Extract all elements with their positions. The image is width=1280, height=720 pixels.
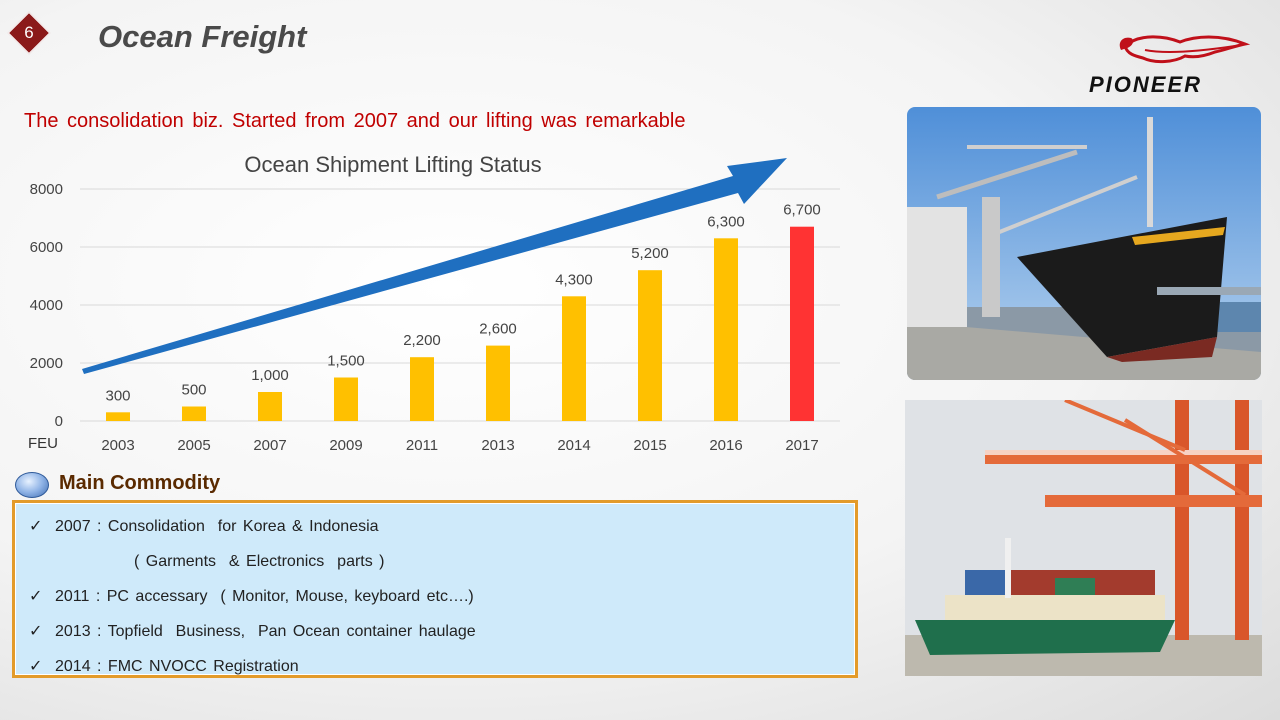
commodity-item-text: 2011 : PC accessary ( Monitor, Mouse, ke…	[55, 588, 474, 605]
commodity-box: ✓ 2007 : Consolidation for Korea & Indone…	[12, 500, 858, 678]
commodity-list: ✓ 2007 : Consolidation for Korea & Indone…	[15, 503, 855, 684]
checkmark-icon: ✓	[29, 588, 43, 605]
y-tick-label: 2000	[30, 355, 63, 372]
data-label-2009: 1,500	[327, 353, 365, 370]
y-tick-label: 4000	[30, 297, 63, 314]
list-item: ( Garments & Electronics parts )	[29, 544, 855, 579]
bar-2005	[182, 406, 206, 421]
pioneer-logo: PIONEER	[1089, 35, 1251, 97]
main-commodity-heading: Main Commodity	[59, 472, 221, 494]
section-bullet-icon	[15, 472, 49, 498]
checkmark-icon: ✓	[29, 658, 43, 675]
data-label-2007: 1,000	[251, 367, 289, 384]
commodity-item-text: 2013 : Topfield Business, Pan Ocean cont…	[55, 623, 476, 640]
y-tick-label: 8000	[30, 181, 63, 198]
commodity-item-text: ( Garments & Electronics parts )	[134, 553, 385, 570]
x-tick-label: 2016	[709, 437, 742, 454]
y-tick-label: 0	[55, 413, 63, 430]
chart-title: Ocean Shipment Lifting Status	[244, 152, 541, 177]
data-label-2011: 2,200	[403, 332, 441, 349]
list-item: ✓ 2007 : Consolidation for Korea & Indone…	[29, 509, 855, 544]
bar-2007	[258, 392, 282, 421]
x-tick-label: 2009	[329, 437, 362, 454]
x-tick-label: 2003	[101, 437, 134, 454]
data-label-2013: 2,600	[479, 321, 517, 338]
bar-2015	[638, 270, 662, 421]
x-tick-label: 2015	[633, 437, 666, 454]
data-label-2015: 5,200	[631, 245, 669, 262]
x-tick-label: 2014	[557, 437, 590, 454]
bar-2009	[334, 377, 358, 421]
bar-2013	[486, 345, 510, 421]
data-label-2014: 4,300	[555, 271, 593, 288]
container-port-photo	[905, 400, 1262, 676]
data-label-2003: 300	[105, 387, 130, 404]
bar-2011	[410, 357, 434, 421]
x-tick-label: 2007	[253, 437, 286, 454]
page-title: Ocean Freight	[98, 19, 307, 54]
bar-2017	[790, 226, 814, 421]
bar-2016	[714, 238, 738, 421]
subtitle: The consolidation biz. Started from 2007…	[24, 110, 686, 132]
cargo-ship-photo	[907, 107, 1261, 380]
list-item: ✓ 2011 : PC accessary ( Monitor, Mouse, k…	[29, 579, 855, 614]
checkmark-icon: ✓	[29, 623, 43, 640]
list-item: ✓ 2013 : Topfield Business, Pan Ocean con…	[29, 614, 855, 649]
slide-number: 6	[24, 23, 34, 42]
y-tick-label: 6000	[30, 239, 63, 256]
data-label-2016: 6,300	[707, 213, 745, 230]
x-tick-label: 2013	[481, 437, 514, 454]
commodity-item-text: 2014 : FMC NVOCC Registration	[55, 658, 299, 675]
data-label-2005: 500	[181, 382, 206, 399]
list-item: ✓ 2014 : FMC NVOCC Registration	[29, 649, 855, 684]
x-tick-label: 2011	[406, 437, 438, 454]
bar-2014	[562, 296, 586, 421]
x-tick-label: 2005	[177, 437, 210, 454]
growth-trend-arrow	[82, 158, 787, 374]
data-label-2017: 6,700	[783, 202, 821, 219]
commodity-item-text: 2007 : Consolidation for Korea & Indones…	[55, 518, 379, 535]
checkmark-icon: ✓	[29, 518, 43, 535]
bar-2003	[106, 412, 130, 421]
lifting-status-chart: Ocean Shipment Lifting Status 0 2000 4000 6…	[28, 152, 840, 454]
x-tick-label: 2017	[785, 437, 818, 454]
logo-text: PIONEER	[1089, 72, 1202, 97]
y-axis-unit-label: FEU	[28, 435, 58, 452]
